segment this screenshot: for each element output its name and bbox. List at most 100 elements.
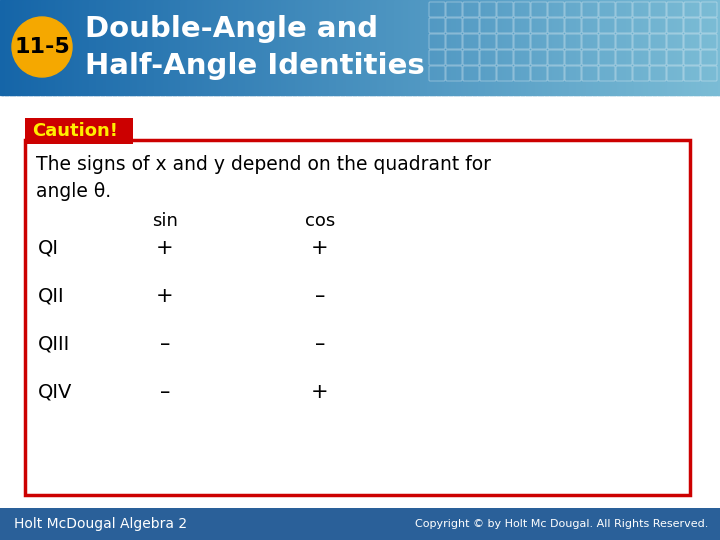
Bar (355, 0, 359, 95)
Bar (81, 0, 85, 95)
Bar (475, 0, 479, 95)
Bar (130, 0, 133, 95)
Bar (137, 0, 140, 95)
Bar (319, 0, 323, 95)
Bar (374, 0, 378, 95)
Bar (583, 0, 587, 95)
Bar (173, 0, 176, 95)
Bar (218, 0, 222, 95)
Text: 11-5: 11-5 (14, 37, 70, 57)
Bar (480, 0, 483, 95)
Bar (348, 0, 351, 95)
Bar (151, 0, 155, 95)
Bar (70, 0, 73, 95)
Bar (585, 0, 589, 95)
Bar (473, 0, 476, 95)
Text: angle θ.: angle θ. (36, 182, 111, 201)
Bar (149, 0, 152, 95)
Bar (43, 0, 47, 95)
Bar (425, 0, 428, 95)
Bar (607, 0, 611, 95)
Bar (182, 0, 186, 95)
Text: +: + (156, 286, 174, 306)
Bar (25, 118, 133, 144)
Bar (617, 0, 620, 95)
Bar (497, 0, 500, 95)
Bar (254, 0, 258, 95)
Bar (209, 0, 212, 95)
Bar (574, 0, 577, 95)
Bar (300, 0, 303, 95)
Bar (578, 0, 582, 95)
Bar (58, 0, 61, 95)
Bar (14, 0, 18, 95)
Bar (55, 0, 58, 95)
Bar (74, 0, 78, 95)
Bar (461, 0, 464, 95)
Bar (192, 0, 195, 95)
Bar (432, 0, 436, 95)
Bar (360, 0, 364, 95)
Bar (279, 0, 282, 95)
Bar (302, 0, 306, 95)
Bar (657, 0, 661, 95)
Bar (610, 0, 613, 95)
Bar (36, 0, 40, 95)
Bar (163, 0, 166, 95)
Bar (24, 0, 27, 95)
Bar (398, 0, 402, 95)
Bar (415, 0, 418, 95)
Bar (117, 0, 121, 95)
Bar (5, 0, 8, 95)
Bar (590, 0, 594, 95)
Bar (598, 0, 601, 95)
Bar (689, 0, 692, 95)
Bar (466, 0, 469, 95)
Bar (139, 0, 143, 95)
Bar (12, 0, 15, 95)
Bar (379, 0, 382, 95)
Bar (502, 0, 505, 95)
Bar (490, 0, 493, 95)
Bar (132, 0, 135, 95)
Text: cos: cos (305, 212, 335, 230)
Bar (684, 0, 688, 95)
Bar (329, 0, 332, 95)
Text: Double-Angle and: Double-Angle and (85, 15, 378, 43)
Bar (326, 0, 330, 95)
Bar (641, 0, 644, 95)
Text: sin: sin (152, 212, 178, 230)
Bar (670, 0, 673, 95)
Bar (120, 0, 123, 95)
Bar (634, 0, 637, 95)
Bar (307, 0, 310, 95)
Bar (168, 0, 171, 95)
Bar (468, 0, 472, 95)
Bar (675, 0, 678, 95)
Text: QI: QI (38, 239, 59, 258)
Bar (297, 0, 301, 95)
Bar (434, 0, 438, 95)
Bar (423, 0, 426, 95)
Bar (31, 0, 35, 95)
Bar (189, 0, 193, 95)
Bar (619, 0, 623, 95)
Bar (679, 0, 683, 95)
Bar (562, 0, 565, 95)
Bar (372, 0, 375, 95)
Bar (495, 0, 498, 95)
Bar (45, 0, 49, 95)
Bar (2, 0, 6, 95)
Bar (271, 0, 274, 95)
Bar (451, 0, 454, 95)
Bar (166, 0, 169, 95)
Bar (0, 508, 720, 540)
Bar (343, 0, 346, 95)
Bar (631, 0, 634, 95)
Text: Half-Angle Identities: Half-Angle Identities (85, 52, 425, 80)
Bar (72, 0, 76, 95)
Bar (482, 0, 486, 95)
Bar (29, 0, 32, 95)
Bar (283, 0, 287, 95)
Bar (233, 0, 236, 95)
